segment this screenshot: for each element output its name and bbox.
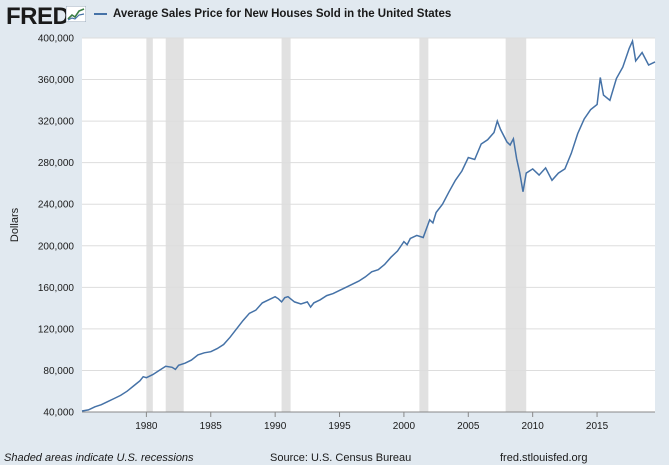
legend-series-name: Average Sales Price for New Houses Sold … [113, 8, 452, 20]
legend-swatch [94, 13, 107, 15]
chart-legend[interactable]: Average Sales Price for New Houses Sold … [94, 8, 451, 20]
y-tick-label: 400,000 [38, 34, 75, 45]
recession-band-2 [281, 38, 291, 412]
y-tick-label: 200,000 [38, 241, 75, 252]
recession-note: Shaded areas indicate U.S. recessions [4, 452, 194, 464]
y-axis-ticks: 40,000 80,000 120,000 160,000 200,000 240,000… [38, 34, 75, 419]
recession-band-3 [419, 38, 429, 412]
chart-footer: Shaded areas indicate U.S. recessions So… [0, 450, 669, 465]
x-tick-label: 2010 [522, 421, 545, 432]
y-axis-label: Dollars [9, 207, 21, 242]
fred-logo: FRED [6, 3, 70, 30]
y-tick-label: 120,000 [38, 324, 75, 335]
y-tick-label: 240,000 [38, 200, 75, 211]
y-tick-label: 160,000 [38, 283, 75, 294]
x-tick-label: 2000 [393, 421, 416, 432]
recession-band-4 [505, 38, 527, 412]
x-axis-ticks: 1980 1985 1990 1995 2000 2005 2010 2015 [82, 411, 655, 432]
x-tick-label: 1990 [264, 421, 287, 432]
y-tick-label: 360,000 [38, 75, 75, 86]
trend-line-chart-icon [66, 6, 86, 22]
y-tick-label: 40,000 [43, 408, 74, 419]
chart-plot[interactable]: 40,000 80,000 120,000 160,000 200,000 240,000… [0, 0, 669, 450]
x-tick-label: 1995 [328, 421, 351, 432]
x-tick-label: 2005 [457, 421, 480, 432]
chart-header: FRED Average Sales Price for New Houses … [0, 0, 669, 34]
recession-band-1 [165, 38, 184, 412]
source-url[interactable]: fred.stlouisfed.org [500, 452, 588, 464]
x-tick-label: 1980 [135, 421, 158, 432]
y-tick-label: 280,000 [38, 158, 75, 169]
series-line-average-sales-price[interactable] [81, 38, 656, 412]
data-source: Source: U.S. Census Bureau [270, 452, 412, 464]
x-tick-label: 2015 [586, 421, 609, 432]
y-tick-label: 80,000 [43, 366, 74, 377]
x-tick-label: 1985 [200, 421, 223, 432]
recession-band-0 [146, 38, 153, 412]
y-tick-label: 320,000 [38, 117, 75, 128]
recession-shading [146, 38, 527, 412]
